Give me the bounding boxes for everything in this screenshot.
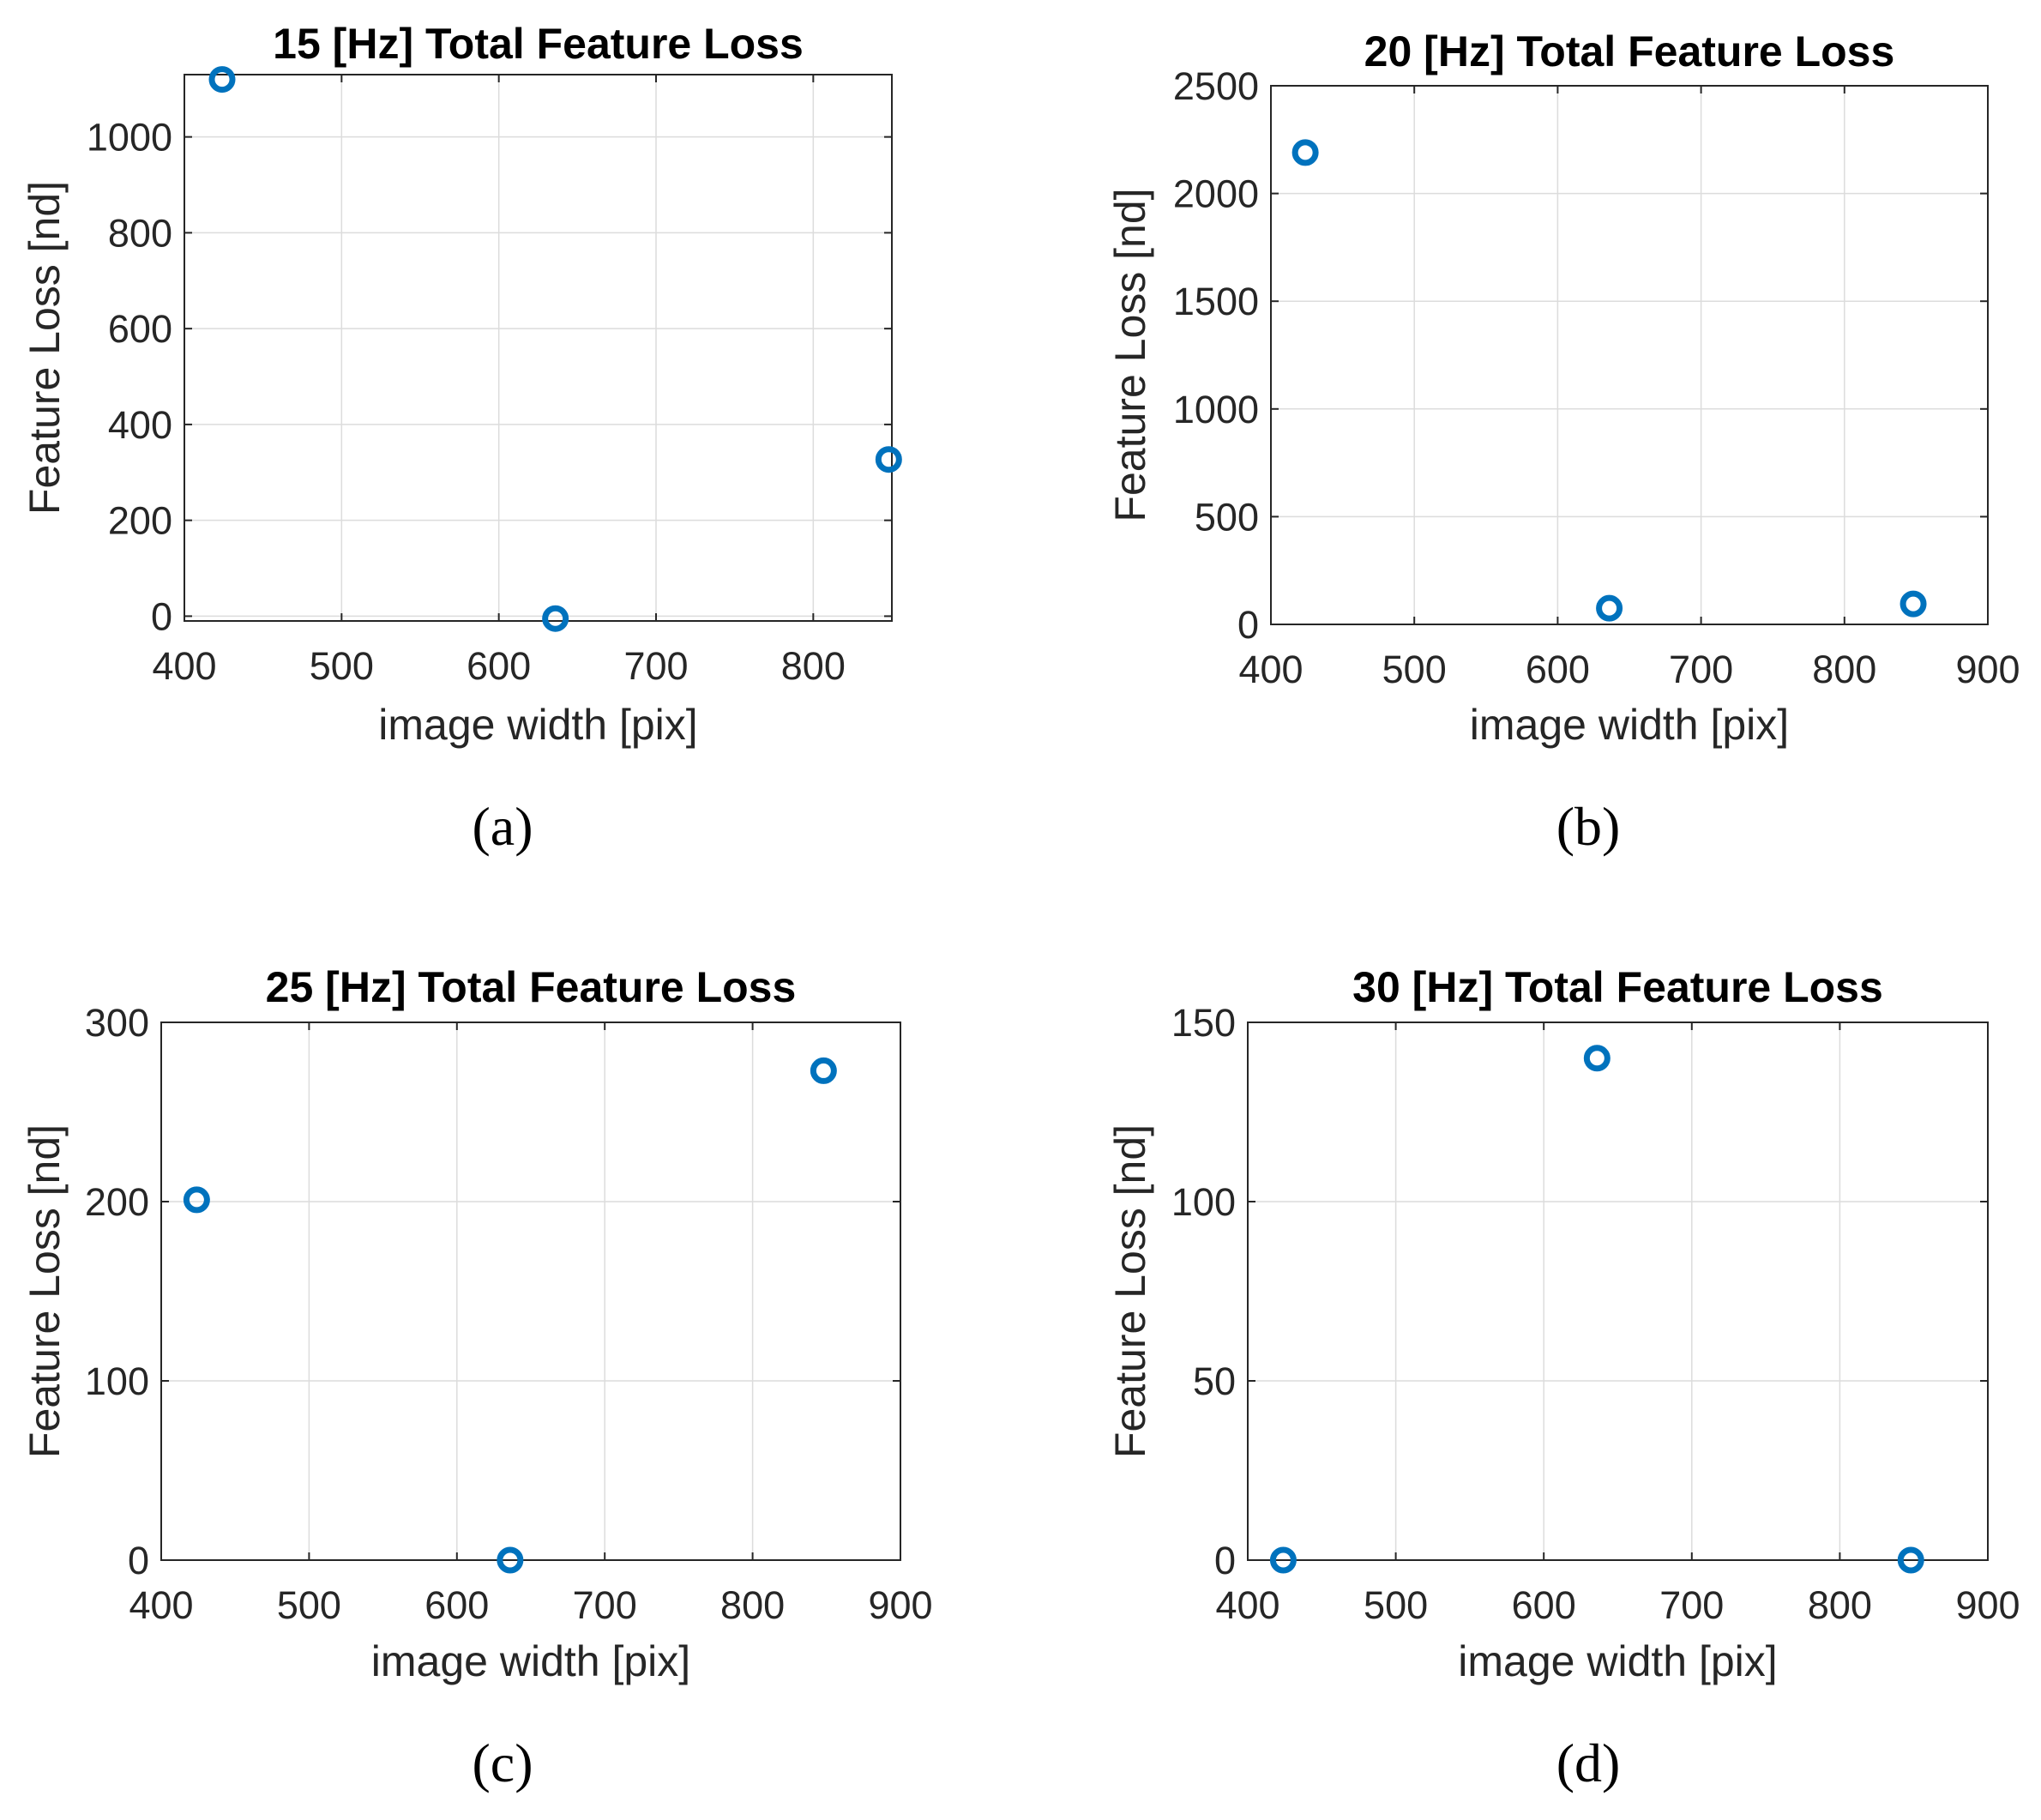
x-axis-label: image width [pix] <box>378 701 697 749</box>
y-tick-label: 1500 <box>1173 280 1259 323</box>
x-tick-label: 500 <box>1382 648 1447 691</box>
x-tick-label: 800 <box>781 644 846 688</box>
y-tick-label: 0 <box>128 1539 149 1582</box>
y-tick-label: 1000 <box>1173 388 1259 431</box>
chart-panel-a: 400 500 600 700 800 0 200 400 600 800 1000 15 [Hz] … <box>21 20 902 857</box>
x-tick-label: 600 <box>467 644 531 688</box>
y-tick-label: 600 <box>108 307 172 351</box>
data-point <box>1291 139 1319 166</box>
panel-label: (c) <box>472 1733 533 1793</box>
y-tick-label: 200 <box>85 1180 149 1224</box>
data-point <box>1269 1546 1297 1574</box>
y-tick-label: 150 <box>1171 1001 1236 1045</box>
x-tick-label: 800 <box>720 1583 785 1627</box>
y-axis-label: Feature Loss [nd] <box>21 181 69 515</box>
x-tick-label: 900 <box>1955 1583 2020 1627</box>
x-axis-label: image width [pix] <box>1470 701 1789 749</box>
y-tick-label: 300 <box>85 1001 149 1045</box>
chart-panel-d: 400 500 600 700 800 900 0 50 100 150 30 [Hz] Total… <box>1106 963 2020 1793</box>
y-tick-label: 800 <box>108 211 172 255</box>
y-tick-label: 50 <box>1193 1359 1236 1403</box>
data-point <box>497 1546 524 1574</box>
y-tick-label: 0 <box>151 594 172 638</box>
x-tick-label: 400 <box>1238 648 1303 691</box>
data-point <box>1897 1546 1924 1574</box>
x-tick-label: 800 <box>1812 648 1876 691</box>
x-axis-label: image width [pix] <box>1458 1637 1777 1685</box>
data-point <box>1583 1045 1611 1072</box>
y-tick-label: 0 <box>1237 603 1259 647</box>
x-tick-label: 500 <box>310 644 374 688</box>
x-tick-label: 500 <box>1364 1583 1428 1627</box>
y-tick-label: 100 <box>85 1359 149 1403</box>
data-point <box>875 446 902 473</box>
y-axis-label: Feature Loss [nd] <box>1106 1124 1154 1458</box>
panel-label: (b) <box>1556 796 1621 857</box>
y-tick-label: 500 <box>1195 495 1259 539</box>
chart-title: 20 [Hz] Total Feature Loss <box>1364 27 1895 75</box>
data-point <box>208 66 236 93</box>
x-tick-label: 900 <box>1955 648 2020 691</box>
x-axis-label: image width [pix] <box>371 1637 690 1685</box>
y-tick-label: 0 <box>1214 1539 1236 1582</box>
x-tick-label: 600 <box>1526 648 1590 691</box>
chart-panel-c: 400 500 600 700 800 900 0 100 200 300 25 [Hz] Tota… <box>21 963 933 1793</box>
plot-frame <box>160 1021 901 1561</box>
x-tick-label: 800 <box>1808 1583 1872 1627</box>
y-axis-label: Feature Loss [nd] <box>21 1124 69 1458</box>
x-tick-label: 700 <box>623 644 688 688</box>
y-tick-label: 1000 <box>87 116 172 160</box>
data-point <box>542 605 569 632</box>
data-point <box>1900 590 1927 618</box>
x-tick-label: 400 <box>129 1583 193 1627</box>
data-point <box>810 1057 837 1084</box>
y-axis-label: Feature Loss [nd] <box>1106 188 1154 521</box>
data-point <box>183 1186 210 1214</box>
x-tick-label: 700 <box>573 1583 637 1627</box>
x-tick-label: 700 <box>1669 648 1733 691</box>
chart-title: 30 [Hz] Total Feature Loss <box>1352 963 1883 1011</box>
data-point <box>1596 594 1623 622</box>
panel-label: (d) <box>1556 1733 1621 1793</box>
y-tick-label: 100 <box>1171 1180 1236 1224</box>
y-tick-label: 2500 <box>1173 64 1259 108</box>
y-tick-label: 400 <box>108 403 172 447</box>
x-tick-label: 900 <box>868 1583 932 1627</box>
x-tick-label: 400 <box>152 644 216 688</box>
chart-title: 25 [Hz] Total Feature Loss <box>266 963 797 1011</box>
y-tick-label: 2000 <box>1173 172 1259 216</box>
x-tick-label: 600 <box>1512 1583 1576 1627</box>
y-tick-label: 200 <box>108 499 172 543</box>
x-tick-label: 700 <box>1659 1583 1724 1627</box>
x-tick-label: 400 <box>1215 1583 1279 1627</box>
plot-frame <box>184 74 893 622</box>
x-tick-label: 600 <box>424 1583 489 1627</box>
plot-frame <box>1247 1021 1989 1561</box>
x-tick-label: 500 <box>277 1583 341 1627</box>
chart-title: 15 [Hz] Total Feature Loss <box>273 20 804 68</box>
chart-panel-b: 400 500 600 700 800 900 0 500 1000 1500 2000 2500 20… <box>1106 27 2020 857</box>
plot-frame <box>1270 85 1989 625</box>
panel-label: (a) <box>472 796 533 857</box>
